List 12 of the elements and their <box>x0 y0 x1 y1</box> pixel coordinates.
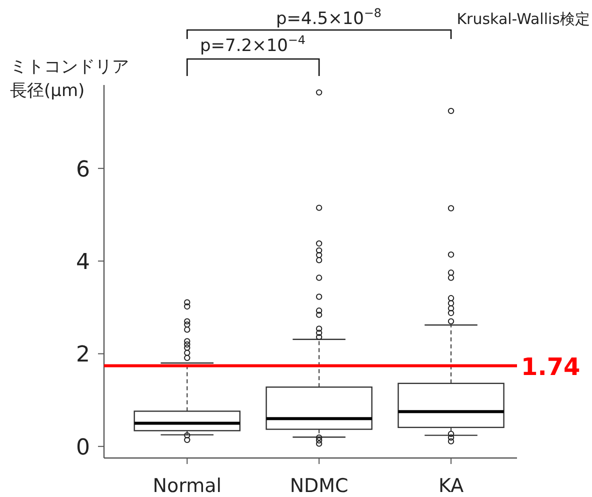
ref-line-label: 1.74 <box>521 352 580 381</box>
y-tick-label: 2 <box>76 342 90 368</box>
text: p=7.2×10$^{−4}$ <box>200 33 306 56</box>
y-tick-label: 6 <box>76 157 90 182</box>
text: Kruskal-Wallis検定 <box>456 10 590 28</box>
x-tick-label: NDMC <box>290 475 348 497</box>
y-tick-label: 0 <box>76 435 90 460</box>
y-tick-label: 4 <box>76 250 90 276</box>
text: p=4.5×10$^{−8}$ <box>276 6 382 29</box>
x-tick-label: Normal <box>152 475 222 497</box>
y-axis-title: ミトコンドリア長径(μm) <box>10 56 130 103</box>
x-tick-label: KA <box>438 475 464 497</box>
